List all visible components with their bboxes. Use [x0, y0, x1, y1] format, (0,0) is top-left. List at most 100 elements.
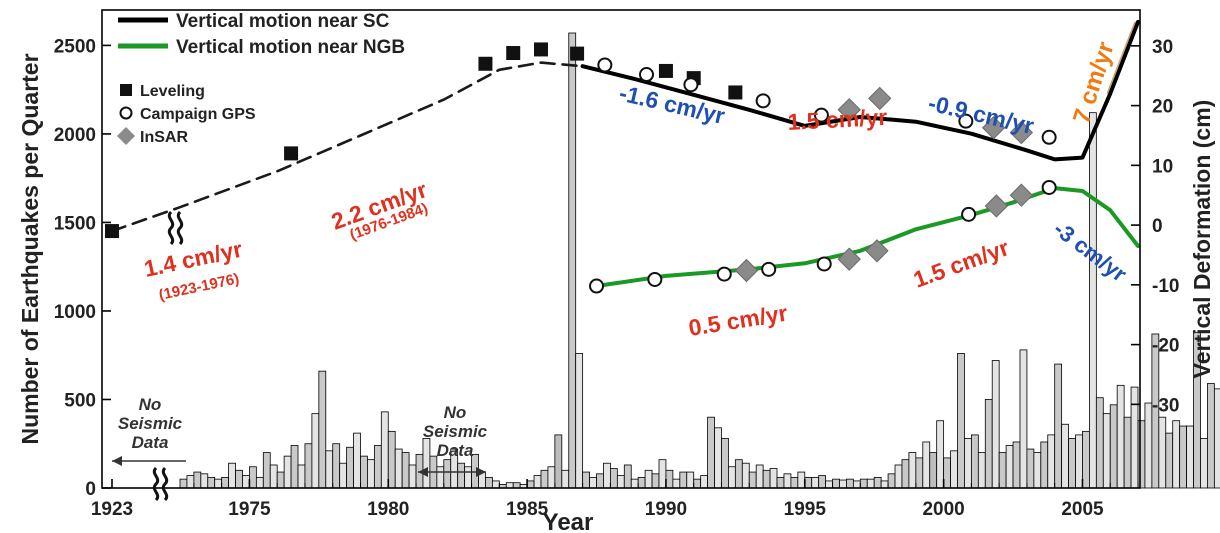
earthquake-bar — [179, 478, 188, 489]
earthquake-bar — [561, 469, 570, 489]
leveling-marker — [658, 63, 673, 78]
earthquake-bar — [443, 459, 452, 489]
campaign-gps-marker — [761, 261, 777, 277]
legend-diamond-icon — [117, 127, 135, 145]
no-seismic-data-left-label: Seismic — [118, 414, 183, 433]
leveling-marker — [506, 46, 521, 61]
earthquake-bar — [186, 475, 195, 489]
earthquake-bar — [1144, 402, 1153, 489]
earthquake-bar — [304, 443, 313, 489]
rate-annotation: 1.5 cm/yr — [910, 234, 1013, 293]
insar-marker — [837, 98, 861, 122]
earthquake-bar — [957, 353, 965, 489]
earthquake-bar — [755, 464, 764, 489]
sc-motion-line — [110, 61, 584, 233]
leveling-marker — [105, 224, 119, 239]
earthquake-bar — [984, 399, 993, 489]
no-seismic-data-left-label: No — [139, 395, 162, 414]
earthquake-bar — [790, 476, 799, 489]
campaign-gps-marker — [816, 256, 832, 272]
earthquake-bar — [373, 445, 382, 489]
earthquake-bar — [1061, 423, 1069, 489]
earthquake-bar — [630, 478, 639, 489]
earthquake-bar — [318, 370, 327, 489]
earthquake-bar — [1047, 434, 1056, 489]
earthquake-bar — [964, 438, 972, 489]
earthquake-bar — [832, 478, 840, 489]
earthquake-bar — [249, 466, 257, 489]
earthquake-bar — [700, 475, 708, 489]
earthquake-bar — [665, 469, 674, 489]
earthquake-bar — [242, 475, 250, 489]
legend-label: Leveling — [140, 83, 205, 100]
earthquake-bar — [1040, 441, 1049, 489]
earthquake-bar — [693, 478, 702, 489]
earthquake-bar — [859, 478, 868, 489]
y-left-tick-label: 500 — [64, 390, 96, 411]
insar-marker — [1009, 183, 1034, 207]
earthquake-bar — [1019, 349, 1028, 489]
earthquake-bar — [491, 480, 500, 489]
x-tick-label: 2000 — [922, 499, 964, 520]
x-tick-label: 1980 — [367, 499, 409, 520]
earthquake-bar — [672, 478, 681, 489]
y-left-tick-label: 2500 — [54, 36, 96, 57]
campaign-gps-marker — [1041, 129, 1057, 145]
earthquake-bar — [1158, 416, 1167, 489]
x-axis-break-icon — [152, 466, 160, 502]
markers-layer — [105, 42, 1057, 294]
earthquake-bar — [596, 473, 604, 489]
earthquake-bar — [262, 452, 271, 489]
earthquake-bar — [221, 476, 229, 489]
earthquake-bar — [276, 471, 285, 489]
earthquake-bar — [1186, 425, 1194, 489]
plot-frame — [101, 9, 1141, 489]
y-right-tick-label: -20 — [1152, 336, 1179, 357]
sc-rise-highlight — [1106, 21, 1136, 94]
earthquake-bar — [1082, 430, 1090, 489]
earthquake-bar — [977, 452, 986, 489]
legend-label: Campaign GPS — [140, 106, 256, 123]
earthquake-bar — [575, 353, 584, 489]
earthquake-bar — [603, 462, 611, 489]
earthquake-bar — [616, 475, 625, 489]
earthquake-bar — [748, 471, 757, 489]
earthquake-bar — [311, 413, 320, 489]
earthquake-bar — [1075, 434, 1083, 489]
insar-marker — [865, 239, 889, 263]
earthquake-bar — [728, 466, 736, 489]
earthquake-bar — [915, 457, 924, 489]
earthquake-bar — [1102, 413, 1111, 489]
earthquake-bar — [741, 462, 750, 489]
earthquake-bar — [839, 479, 847, 489]
earthquake-bar — [658, 459, 667, 489]
earthquake-bar — [464, 466, 472, 489]
earthquake-bar — [422, 438, 431, 489]
y-left-axis-title: Number of Earthquakes per Quarter — [17, 53, 43, 444]
earthquake-bar — [269, 464, 278, 489]
earthquake-bar — [762, 469, 771, 489]
earthquake-bar — [380, 411, 389, 489]
earthquake-bar — [714, 427, 722, 489]
no-seismic-data-left-label: Data — [132, 433, 169, 452]
earthquake-bar — [1165, 432, 1174, 489]
leveling-marker — [284, 146, 299, 161]
rate-annotation: -0.9 cm/yr — [926, 90, 1037, 140]
y-right-tick-label: -10 — [1152, 276, 1179, 297]
earthquake-bar — [811, 476, 820, 489]
x-tick-label: 1995 — [784, 499, 827, 520]
y-left-tick-label: 2000 — [54, 125, 96, 146]
rate-annotation: 1.5 cm/yr — [787, 104, 888, 135]
no-seismic-data-middle-label: Data — [437, 441, 474, 460]
insar-marker — [837, 247, 861, 271]
insar-marker — [734, 258, 759, 283]
earthquake-bar — [943, 457, 951, 489]
earthquake-bar — [866, 478, 875, 489]
earthquake-bar — [214, 478, 223, 489]
earthquake-bar — [922, 441, 931, 489]
earthquake-bar — [970, 434, 979, 489]
earthquake-bar — [908, 452, 917, 489]
earthquake-bar — [707, 416, 715, 489]
